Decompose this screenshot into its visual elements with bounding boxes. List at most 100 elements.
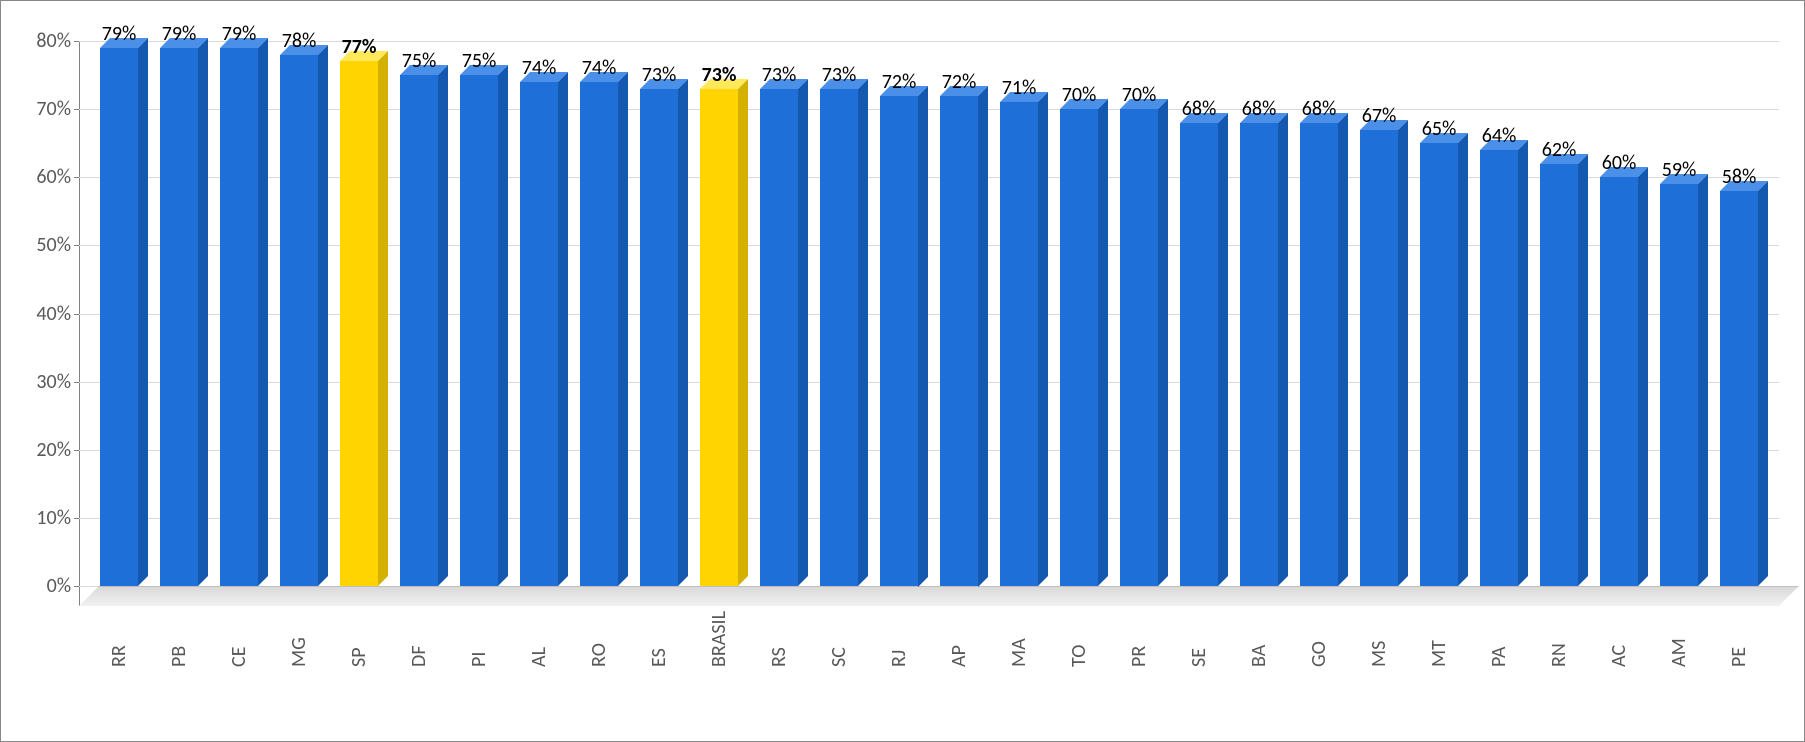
y-axis-tick-label: 40% [36, 302, 79, 326]
bar-value-label: 78% [282, 29, 317, 53]
x-label-slot: ES [629, 611, 689, 667]
x-label-slot: RO [569, 611, 629, 667]
bar-front [940, 96, 978, 587]
bar-slot: 79% [89, 41, 149, 586]
bar: 73% [820, 89, 858, 586]
bar-side [978, 86, 988, 587]
x-label-slot: PI [449, 611, 509, 667]
bar: 64% [1480, 150, 1518, 586]
bar: 78% [280, 55, 318, 586]
bar-side [258, 38, 268, 586]
y-axis-tick-label: 50% [36, 233, 79, 257]
bar-side [1038, 92, 1048, 586]
bar-slot: 75% [449, 41, 509, 586]
x-axis-category-label: RR [107, 611, 131, 667]
x-axis-category-label: SP [347, 611, 371, 667]
bars-row: 79%79%79%78%77%75%75%74%74%73%73%73%73%7… [79, 41, 1779, 586]
bar-slot: 73% [749, 41, 809, 586]
bar: 73% [700, 89, 738, 586]
bar-side [1338, 113, 1348, 586]
x-label-slot: CE [209, 611, 269, 667]
bar-front [1720, 191, 1758, 586]
bar-side [498, 65, 508, 586]
bar-value-label: 79% [162, 22, 197, 46]
bar-front [1360, 130, 1398, 586]
bar-value-label: 74% [522, 56, 557, 80]
bar-front [520, 82, 558, 586]
bar: 75% [400, 75, 438, 586]
x-label-slot: PA [1469, 611, 1529, 667]
x-label-slot: RR [89, 611, 149, 667]
bar-slot: 71% [989, 41, 1049, 586]
x-axis-category-label: GO [1307, 611, 1331, 667]
bar: 70% [1060, 109, 1098, 586]
y-axis-tick-label: 70% [36, 97, 79, 121]
x-label-slot: RN [1529, 611, 1589, 667]
bar: 62% [1540, 164, 1578, 586]
bar: 68% [1300, 123, 1338, 586]
bar-value-label: 79% [222, 22, 257, 46]
x-axis-category-label: CE [227, 611, 251, 667]
bar-slot: 60% [1589, 41, 1649, 586]
bar-slot: 73% [809, 41, 869, 586]
bar-value-label: 73% [822, 63, 857, 87]
bar-value-label: 73% [762, 63, 797, 87]
x-label-slot: MA [989, 611, 1049, 667]
bar: 73% [640, 89, 678, 586]
bar-front [1060, 109, 1098, 586]
bar-slot: 70% [1109, 41, 1169, 586]
bar-value-label: 75% [402, 49, 437, 73]
bar-value-label: 68% [1302, 97, 1337, 121]
x-axis-category-label: SC [827, 611, 851, 667]
bar-front [580, 82, 618, 586]
bar-value-label: 65% [1422, 117, 1457, 141]
bar-front [1120, 109, 1158, 586]
x-axis-category-label: RN [1547, 611, 1571, 667]
bar-front [700, 89, 738, 586]
x-label-slot: SP [329, 611, 389, 667]
bar-side [438, 65, 448, 586]
bar-side [1518, 140, 1528, 586]
y-axis-tick-label: 20% [36, 438, 79, 462]
bar-front [1660, 184, 1698, 586]
x-label-slot: SC [809, 611, 869, 667]
bar: 77% [340, 61, 378, 586]
bar-value-label: 77% [342, 35, 377, 59]
bar-side [1458, 133, 1468, 586]
bar-slot: 79% [209, 41, 269, 586]
y-axis-tick-label: 80% [36, 29, 79, 53]
bar: 79% [100, 48, 138, 586]
bar-chart-container: 0%10%20%30%40%50%60%70%80% 79%79%79%78%7… [0, 0, 1805, 742]
bar: 59% [1660, 184, 1698, 586]
bar-slot: 79% [149, 41, 209, 586]
bar-value-label: 67% [1362, 104, 1397, 128]
bar-value-label: 68% [1242, 97, 1277, 121]
x-label-slot: MT [1409, 611, 1469, 667]
bar-front [220, 48, 258, 586]
bar-side [1398, 120, 1408, 586]
bar-front [1180, 123, 1218, 586]
bar-value-label: 79% [102, 22, 137, 46]
bar-side [1218, 113, 1228, 586]
x-axis-labels: RRPBCEMGSPDFPIALROESBRASILRSSCRJAPMATOPR… [79, 611, 1779, 667]
x-label-slot: PR [1109, 611, 1169, 667]
x-axis-category-label: PB [167, 611, 191, 667]
x-label-slot: AC [1589, 611, 1649, 667]
bar-side [198, 38, 208, 586]
x-axis-category-label: PI [467, 611, 491, 667]
bar-slot: 74% [509, 41, 569, 586]
bar: 75% [460, 75, 498, 586]
bar-value-label: 71% [1002, 76, 1037, 100]
x-label-slot: DF [389, 611, 449, 667]
bar-slot: 68% [1229, 41, 1289, 586]
bar-slot: 65% [1409, 41, 1469, 586]
plot-area: 0%10%20%30%40%50%60%70%80% 79%79%79%78%7… [79, 41, 1779, 606]
bar-value-label: 73% [702, 63, 737, 87]
bar: 68% [1240, 123, 1278, 586]
y-axis-tick-label: 10% [36, 506, 79, 530]
x-axis-category-label: PR [1127, 611, 1151, 667]
bar-side [558, 72, 568, 586]
x-label-slot: RS [749, 611, 809, 667]
y-axis-tick-label: 60% [36, 165, 79, 189]
bar: 68% [1180, 123, 1218, 586]
